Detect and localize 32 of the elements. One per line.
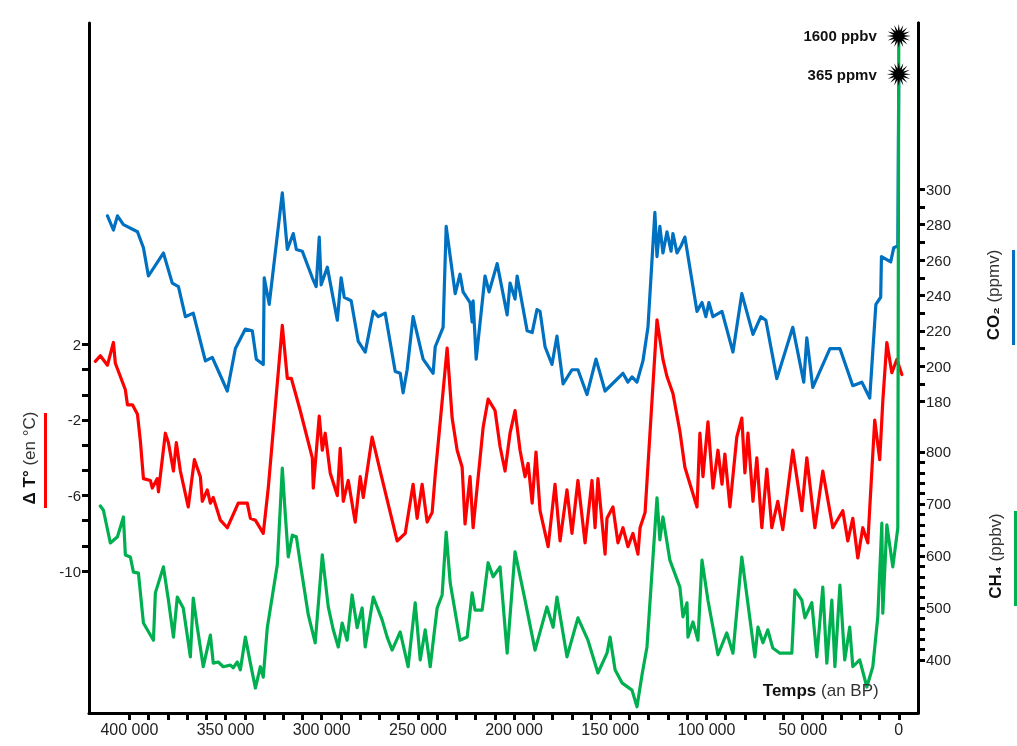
x-tick-label: 250 000 — [388, 720, 447, 738]
y-tick-label: -6 — [67, 487, 81, 505]
y-tick-label: 2 — [72, 335, 81, 353]
y2-axis-title: CO₂ (ppmv) — [983, 250, 1004, 341]
y3-tick-label: 600 — [926, 547, 952, 565]
x-tick-label: 100 000 — [677, 720, 736, 738]
x-tick-label: 350 000 — [196, 720, 255, 738]
x-tick-label: 50 000 — [778, 720, 828, 738]
x-tick-label: 400 000 — [100, 720, 159, 738]
x-axis-title: Temps (an BP) — [762, 681, 879, 701]
y2-tick-label: 180 — [926, 393, 952, 411]
x-tick-label: 300 000 — [292, 720, 351, 738]
y-tick-label: -2 — [67, 411, 81, 429]
y2-tick-label: 260 — [926, 251, 952, 269]
line-series — [93, 318, 904, 560]
y2-tick-label: 200 — [926, 357, 952, 375]
y3-tick-label: 500 — [926, 599, 952, 617]
annotation: 365 ppmv — [807, 65, 878, 83]
y2-tick-label: 300 — [926, 180, 952, 198]
y2-tick-label: 280 — [926, 216, 952, 234]
y2-tick-label: 220 — [926, 322, 952, 340]
y2-tick-label: 240 — [926, 286, 952, 304]
y3-tick-label: 400 — [926, 651, 952, 669]
x-tick-label: 150 000 — [581, 720, 640, 738]
annotation: 1600 ppbv — [803, 27, 878, 45]
y3-axis-title: CH₄ (ppbv) — [985, 513, 1006, 599]
y3-tick-label: 800 — [926, 443, 952, 461]
x-tick-label: 200 000 — [485, 720, 544, 738]
y-axis-title: Δ T° (en °C) — [19, 411, 40, 505]
x-tick-label: 0 — [894, 720, 904, 738]
y-tick-label: -10 — [59, 562, 81, 580]
y3-tick-label: 700 — [926, 495, 952, 513]
